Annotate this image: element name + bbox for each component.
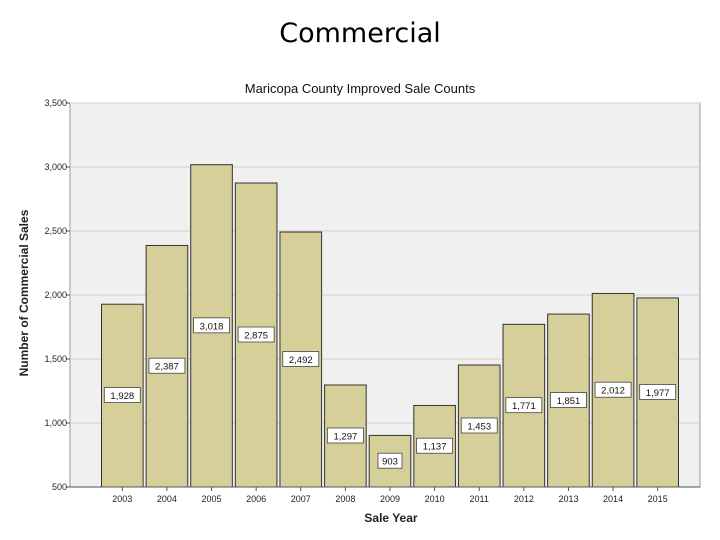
x-tick-label: 2004 [157,494,177,504]
x-tick-label: 2007 [291,494,311,504]
data-label-box [505,397,543,414]
chart-title: Maricopa County Improved Sale Counts [245,81,476,96]
y-tick-label: 1,000 [44,418,67,428]
y-tick-label: 1,500 [44,354,67,364]
data-labels: 1,928 2,387 3,018 2,875 2,492 1,297 903 1,137 1,… [103,317,677,469]
data-label-box [282,351,320,367]
data-label-box [148,357,186,374]
x-tick-label: 2010 [425,494,445,504]
data-label-box [326,427,364,444]
data-label-box [193,317,230,334]
y-axis-title: Number of Commercial Sales [17,209,31,376]
data-label-box [550,392,587,408]
data-label: 1,977 [646,388,670,399]
x-tick-label: 2015 [648,494,668,504]
data-label: 2,387 [155,362,179,373]
data-label-box [377,452,403,469]
data-label: 2,875 [244,331,268,342]
x-tick-label: 2008 [335,494,355,504]
y-tick-label: 500 [52,482,67,492]
x-tick-label: 2011 [470,494,489,504]
x-tick-label: 2013 [558,494,578,504]
x-tick-label: 2014 [603,494,623,504]
data-label: 1,928 [110,391,134,402]
data-label-box [416,437,454,454]
data-label: 1,851 [557,396,581,407]
y-axis-ticks: 500 1,000 1,500 2,000 2,500 3,000 3,500 [44,98,70,492]
data-label: 2,492 [289,355,313,366]
data-label: 3,018 [200,321,224,332]
data-label: 903 [382,457,398,468]
data-label: 2,012 [601,386,625,397]
data-label: 1,297 [333,431,357,442]
data-label: 1,771 [512,401,536,412]
data-label: 1,453 [467,422,491,433]
x-axis-title: Sale Year [364,511,417,525]
data-label-box [237,326,275,343]
y-tick-label: 2,500 [44,226,67,236]
data-label-box [639,384,677,400]
x-tick-label: 2009 [380,494,400,504]
data-label-box [594,381,632,398]
x-axis-ticks: 2003 2004 2005 2006 2007 2008 2009 2010 2011 2012… [70,486,700,504]
x-tick-label: 2005 [202,494,222,504]
x-tick-label: 2012 [514,494,534,504]
data-label-box [103,387,141,404]
y-tick-label: 3,000 [44,162,67,172]
x-tick-label: 2003 [112,494,132,504]
data-label: 1,137 [423,442,447,453]
slide-title: Commercial [279,18,441,49]
x-tick-label: 2006 [246,494,266,504]
y-tick-label: 2,000 [44,290,67,300]
y-tick-label: 3,500 [44,98,67,108]
data-label-box [460,417,498,434]
